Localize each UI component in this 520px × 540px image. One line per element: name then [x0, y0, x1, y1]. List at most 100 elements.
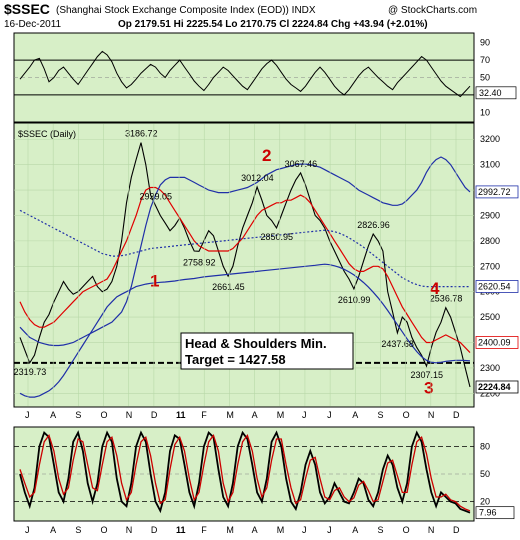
top-osc-last-text: 32.40	[479, 88, 502, 98]
price-tick-2700: 2700	[480, 261, 500, 271]
x-tick-price-3: O	[101, 410, 108, 420]
wave-label-2: 2	[262, 146, 271, 165]
x-tick-bottom-0: J	[25, 525, 30, 535]
x-tick-bottom-14: S	[377, 525, 383, 535]
top-osc-tick-50: 50	[480, 73, 490, 83]
top-osc-tick-90: 90	[480, 38, 490, 48]
x-tick-bottom-5: D	[151, 525, 158, 535]
x-tick-price-12: J	[327, 410, 332, 420]
x-tick-bottom-6: 11	[176, 525, 186, 535]
x-tick-price-11: J	[302, 410, 307, 420]
x-tick-bottom-17: D	[453, 525, 460, 535]
x-tick-price-7: F	[201, 410, 207, 420]
x-tick-price-4: N	[126, 410, 132, 420]
chart-subtitle: (Shanghai Stock Exchange Composite Index…	[56, 5, 316, 16]
callout-line-2: Target = 1427.58	[185, 352, 286, 367]
x-tick-price-2: S	[75, 410, 81, 420]
ma-mid-dotted-line	[19, 209, 470, 288]
ma-fast-line	[19, 186, 471, 354]
peak-label-2826.96: 2826.96	[357, 220, 390, 230]
price-tick-2300: 2300	[480, 363, 500, 373]
chart-date: 16-Dec-2011	[4, 19, 62, 30]
x-tick-price-16: N	[428, 410, 435, 420]
right-tag-2992.72: 2992.72	[475, 185, 519, 199]
bottom-osc-tick-50: 50	[480, 469, 490, 479]
wave-label-3: 3	[424, 378, 433, 397]
bottom-osc-last-box	[475, 506, 515, 520]
peak-label-2850.95: 2850.95	[260, 232, 293, 242]
peak-label-3186.72: 3186.72	[125, 129, 158, 139]
top-osc-last-value: 32.40	[475, 86, 517, 100]
price-series-label: $SSEC (Daily)	[18, 129, 76, 139]
ohlc-readout: Op 2179.51 Hi 2225.54 Lo 2170.75 Cl 2224…	[118, 19, 428, 30]
bottom-osc-tick-80: 80	[480, 441, 490, 451]
chart-symbol-title: $SSEC	[4, 1, 50, 17]
x-tick-price-1: A	[50, 410, 56, 420]
callout-line-1: Head & Shoulders Min.	[185, 336, 327, 351]
x-tick-bottom-8: M	[226, 525, 234, 535]
bottom-osc-k-line	[19, 430, 471, 514]
right-tag-box	[475, 280, 519, 293]
peak-label-2536.78: 2536.78	[430, 294, 463, 304]
x-tick-bottom-12: J	[327, 525, 332, 535]
x-tick-bottom-9: A	[252, 525, 258, 535]
watermark: @ StockCharts.com	[388, 5, 477, 16]
callout-box	[180, 332, 354, 370]
peak-label-2661.45: 2661.45	[212, 282, 245, 292]
bb-lower-line	[19, 263, 471, 398]
bottom-osc-last-text: 7.96	[479, 508, 497, 518]
top-oscillator: 103050709032.40	[14, 38, 517, 117]
x-tick-bottom-7: F	[201, 525, 207, 535]
price-tick-3100: 3100	[480, 160, 500, 170]
peak-label-3067.46: 3067.46	[285, 159, 318, 169]
bb-upper-line	[19, 156, 471, 347]
peak-label-2610.99: 2610.99	[338, 295, 371, 305]
bottom-oscillator: 20 50 80 7.96	[14, 430, 515, 520]
top-osc-tick-10: 10	[480, 107, 490, 117]
right-tag-text: 2620.54	[478, 281, 511, 291]
right-tag-text: 2400.09	[478, 337, 511, 347]
peak-label-2939.05: 2939.05	[139, 192, 172, 202]
x-tick-price-5: D	[151, 410, 158, 420]
x-tick-price-9: A	[252, 410, 258, 420]
x-tick-bottom-1: A	[50, 525, 56, 535]
x-tick-bottom-2: S	[75, 525, 81, 535]
right-tag-box	[475, 185, 519, 199]
x-tick-bottom-13: A	[352, 525, 358, 535]
right-tag-text: 2992.72	[478, 187, 511, 197]
top-osc-tick-70: 70	[480, 55, 490, 65]
wave-label-4: 4	[430, 279, 440, 298]
right-tag-box	[475, 336, 519, 349]
price-line	[19, 142, 471, 388]
price-tick-2900: 2900	[480, 210, 500, 220]
right-tag-2620.54: 2620.54	[475, 280, 519, 293]
x-tick-price-13: A	[352, 410, 358, 420]
right-tag-2400.09: 2400.09	[475, 336, 519, 349]
bottom-osc-tick-20: 20	[480, 497, 490, 507]
x-tick-bottom-3: O	[101, 525, 108, 535]
x-tick-price-14: S	[377, 410, 383, 420]
x-tick-price-8: M	[226, 410, 234, 420]
bottom-osc-last-value: 7.96	[475, 506, 515, 520]
right-tag-text: 2224.84	[478, 382, 511, 392]
x-tick-bottom-11: J	[302, 525, 307, 535]
x-tick-price-17: D	[453, 410, 460, 420]
x-tick-price-6: 11	[176, 410, 186, 420]
price-plot: 2200230024002500260027002800290030003100…	[14, 129, 519, 398]
right-tag-box	[475, 380, 519, 394]
bottom-osc-d-line	[19, 433, 471, 512]
price-tick-2500: 2500	[480, 312, 500, 322]
bottom-osc-panel	[13, 426, 475, 522]
peak-label-3012.04: 3012.04	[241, 173, 274, 183]
top-osc-last-box	[475, 86, 517, 100]
peak-label-2307.15: 2307.15	[410, 370, 443, 380]
top-osc-panel	[13, 32, 475, 123]
x-tick-price-15: O	[403, 410, 410, 420]
x-tick-bottom-4: N	[126, 525, 132, 535]
x-tick-bottom-16: N	[428, 525, 435, 535]
x-tick-price-10: M	[277, 410, 285, 420]
price-tick-3200: 3200	[480, 134, 500, 144]
x-tick-price-0: J	[25, 410, 30, 420]
x-tick-bottom-15: O	[403, 525, 410, 535]
